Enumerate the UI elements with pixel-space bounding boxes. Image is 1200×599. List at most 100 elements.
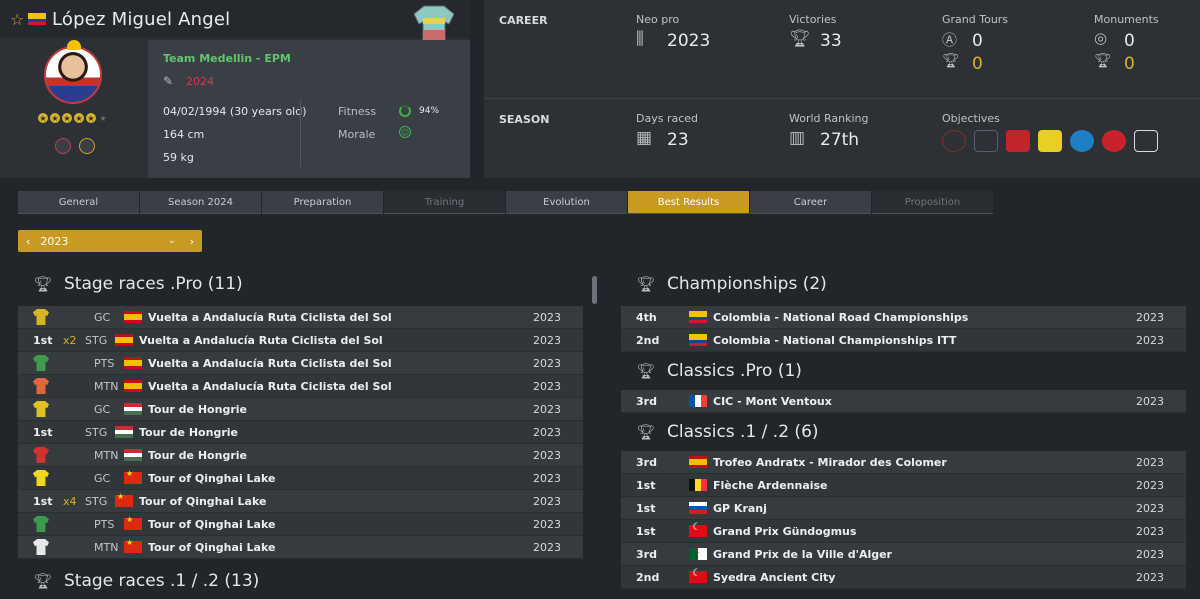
objective-race-logo-icon[interactable] (1038, 130, 1062, 152)
objective-race-logo-icon[interactable] (942, 130, 966, 152)
race-name[interactable]: Trofeo Andratx - Mirador des Colomer (713, 455, 947, 469)
result-row[interactable]: 2nd Syedra Ancient City 2023 (621, 566, 1186, 589)
country-flag-icon (124, 380, 142, 392)
result-row[interactable]: 2nd Colombia - National Championships ITT… (621, 329, 1186, 352)
tab-season-2024[interactable]: Season 2024 (140, 191, 261, 214)
season-section-label: SEASON (499, 113, 550, 126)
neo-pro-icon: ⫼ (636, 29, 644, 49)
section-header: 🏆︎ Classics .1 / .2 (6) (621, 413, 1186, 451)
race-name[interactable]: Colombia - National Road Championships (713, 310, 969, 324)
chevron-down-icon[interactable]: ⌄ (168, 236, 176, 246)
race-name[interactable]: Vuelta a Andalucía Ruta Ciclista del Sol (148, 379, 392, 393)
objective-race-logo-icon[interactable] (1070, 130, 1094, 152)
section-title: Stage races .Pro (11) (64, 274, 243, 294)
result-rank: 1st (33, 494, 53, 508)
chevron-left-icon[interactable]: ‹ (26, 234, 31, 248)
race-name[interactable]: Tour of Qinghai Lake (139, 494, 267, 508)
race-name[interactable]: Colombia - National Championships ITT (713, 333, 957, 347)
race-name[interactable]: Tour de Hongrie (139, 425, 238, 439)
fitness-label: Fitness (338, 105, 377, 118)
result-row[interactable]: GC Vuelta a Andalucía Ruta Ciclista del S… (18, 306, 583, 329)
star-icon: ★ (50, 113, 60, 123)
result-year: 2023 (533, 494, 561, 508)
result-row[interactable]: 1st STG Tour de Hongrie 2023 (18, 421, 583, 444)
year-selector[interactable]: ‹ 2023 ⌄ › (18, 230, 202, 252)
jersey-icon (33, 378, 49, 394)
neo-pro-value: 2023 (667, 31, 711, 51)
country-flag-icon (689, 456, 707, 468)
race-name[interactable]: Flèche Ardennaise (713, 478, 828, 492)
result-type: GC (94, 471, 111, 485)
result-row[interactable]: 1st Flèche Ardennaise 2023 (621, 474, 1186, 497)
objective-race-logo-icon[interactable] (1102, 130, 1126, 152)
rider-title-bar: ☆ López Miguel Angel (0, 0, 470, 38)
profile-tabs: General Season 2024 Preparation Training Evo… (18, 191, 994, 214)
result-row[interactable]: GC Tour de Hongrie 2023 (18, 398, 583, 421)
race-name[interactable]: CIC - Mont Ventoux (713, 394, 832, 408)
result-type: STG (85, 494, 108, 508)
result-multiplier: x2 (63, 333, 77, 347)
objective-race-logo-icon[interactable] (1006, 130, 1030, 152)
race-name[interactable]: Tour of Qinghai Lake (148, 540, 276, 554)
favorite-star-icon[interactable]: ☆ (10, 9, 25, 29)
country-flag-icon (689, 545, 707, 560)
race-name[interactable]: Syedra Ancient City (713, 570, 836, 584)
results-list: 4th Colombia - National Road Championship… (621, 306, 1186, 352)
divider (484, 98, 1200, 99)
race-name[interactable]: Tour de Hongrie (148, 402, 247, 416)
race-name[interactable]: Vuelta a Andalucía Ruta Ciclista del Sol (148, 356, 392, 370)
section-title: Classics .Pro (1) (667, 361, 802, 381)
hill-specialty-icon (79, 138, 95, 154)
country-flag-icon (689, 502, 707, 514)
tab-career[interactable]: Career (750, 191, 871, 214)
country-flag-icon (115, 426, 133, 438)
result-row[interactable]: 1st GP Kranj 2023 (621, 497, 1186, 520)
tab-evolution[interactable]: Evolution (506, 191, 627, 214)
race-name[interactable]: Vuelta a Andalucía Ruta Ciclista del Sol (139, 333, 383, 347)
race-name[interactable]: GP Kranj (713, 501, 767, 515)
result-row[interactable]: 4th Colombia - National Road Championship… (621, 306, 1186, 329)
objective-race-logo-icon[interactable] (974, 130, 998, 152)
rider-avatar (40, 42, 106, 108)
race-name[interactable]: Vuelta a Andalucía Ruta Ciclista del Sol (148, 310, 392, 324)
tab-preparation[interactable]: Preparation (262, 191, 383, 214)
result-row[interactable]: 3rd Grand Prix de la Ville d'Alger 2023 (621, 543, 1186, 566)
result-type: MTN (94, 448, 119, 462)
race-name[interactable]: Grand Prix Gündogmus (713, 524, 857, 538)
result-row[interactable]: MTN Tour of Qinghai Lake 2023 (18, 536, 583, 559)
result-row[interactable]: MTN Tour de Hongrie 2023 (18, 444, 583, 467)
country-flag-icon (115, 492, 133, 507)
chevron-right-icon[interactable]: › (189, 234, 194, 248)
results-list: 3rd Trofeo Andratx - Mirador des Colomer 2… (621, 451, 1186, 589)
race-name[interactable]: Tour of Qinghai Lake (148, 517, 276, 531)
race-name[interactable]: Tour de Hongrie (148, 448, 247, 462)
objective-race-logo-icon[interactable] (1134, 130, 1158, 152)
race-name[interactable]: Tour of Qinghai Lake (148, 471, 276, 485)
result-type: PTS (94, 517, 115, 531)
result-year: 2023 (1136, 333, 1164, 347)
result-row[interactable]: 1st x2 STG Vuelta a Andalucía Ruta Ciclista… (18, 329, 583, 352)
result-type: STG (85, 425, 108, 439)
tab-training: Training (384, 191, 505, 214)
result-row[interactable]: GC Tour of Qinghai Lake 2023 (18, 467, 583, 490)
monuments-wins: 0 (1124, 54, 1135, 74)
country-flag-icon (124, 403, 142, 415)
section-header: 🏆︎ Championships (2) (621, 262, 1186, 306)
result-row[interactable]: PTS Tour of Qinghai Lake 2023 (18, 513, 583, 536)
result-row[interactable]: 3rd CIC - Mont Ventoux 2023 (621, 390, 1186, 413)
race-name[interactable]: Grand Prix de la Ville d'Alger (713, 547, 892, 561)
result-row[interactable]: PTS Vuelta a Andalucía Ruta Ciclista del … (18, 352, 583, 375)
result-row[interactable]: 1st Grand Prix Gündogmus 2023 (621, 520, 1186, 543)
tab-best-results[interactable]: Best Results (628, 191, 749, 214)
country-flag-icon (124, 357, 142, 369)
country-flag-icon (689, 568, 707, 583)
scrollbar-thumb[interactable] (592, 276, 597, 304)
tab-general[interactable]: General (18, 191, 139, 214)
team-name[interactable]: Team Medellin - EPM (163, 52, 291, 65)
section-header: 🏆︎ Stage races .Pro (11) (18, 262, 583, 306)
result-row[interactable]: MTN Vuelta a Andalucía Ruta Ciclista del … (18, 375, 583, 398)
result-row[interactable]: 1st x4 STG Tour of Qinghai Lake 2023 (18, 490, 583, 513)
result-row[interactable]: 3rd Trofeo Andratx - Mirador des Colomer 2… (621, 451, 1186, 474)
trophy-icon: 🏆︎ (33, 572, 53, 590)
